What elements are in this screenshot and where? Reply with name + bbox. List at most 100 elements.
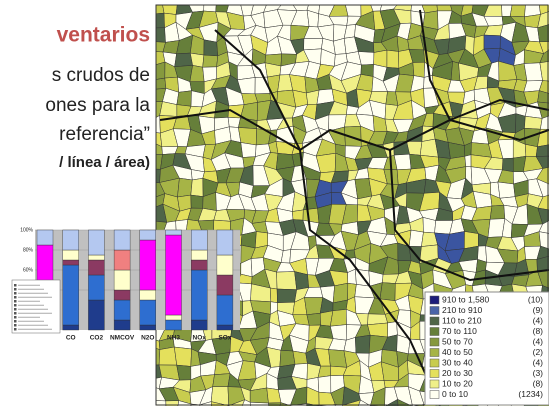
- map-region: [538, 80, 549, 94]
- map-region: [174, 52, 193, 67]
- map-region: [357, 51, 375, 66]
- bar-segment: [190, 249, 208, 261]
- map-region: [174, 346, 192, 367]
- bar-segment: [88, 229, 105, 256]
- map-region: [489, 204, 506, 220]
- bar-segment: [216, 324, 234, 331]
- legend-swatch: [429, 390, 440, 399]
- map-region: [408, 229, 424, 247]
- legend-range: 10 to 20: [442, 378, 473, 388]
- legend-count: (9): [533, 305, 544, 315]
- map-region: [156, 168, 161, 184]
- legend-count: (10): [528, 294, 543, 304]
- map-region: [502, 157, 514, 173]
- map-region: [539, 41, 549, 54]
- inset-legend-swatch: [14, 292, 17, 295]
- bar-segment: [62, 259, 79, 266]
- map-region: [538, 220, 549, 234]
- legend-range: 30 to 40: [442, 357, 473, 367]
- map-region: [176, 90, 192, 107]
- bar-segment: [139, 324, 157, 331]
- bar-segment: [88, 274, 105, 301]
- map-region: [189, 65, 205, 82]
- text-line: ones para la: [45, 95, 150, 116]
- bar-segment: [139, 289, 157, 301]
- map-region: [367, 322, 388, 338]
- bar-segment: [216, 229, 234, 256]
- inset-legend-swatch: [14, 320, 17, 323]
- legend-swatch: [429, 337, 440, 347]
- bar-segment: [165, 314, 182, 321]
- map-region: [156, 77, 167, 90]
- map-region: [156, 348, 161, 366]
- legend-range: 0 to 10: [442, 389, 468, 399]
- legend-box: [424, 291, 549, 406]
- map-region: [279, 350, 296, 367]
- boundary: [419, 9, 549, 122]
- map-region: [202, 54, 219, 68]
- map-region: [203, 39, 219, 57]
- map-region: [276, 271, 297, 290]
- legend-swatch: [429, 316, 440, 326]
- map-region: [483, 34, 501, 50]
- legend-count: (2): [533, 347, 544, 357]
- map-region: [269, 287, 278, 303]
- boundary: [214, 29, 301, 151]
- map-region: [156, 5, 165, 15]
- bar-segment: [36, 244, 54, 286]
- map-region: [539, 61, 549, 82]
- map-region: [333, 38, 347, 55]
- bar-segment: [113, 229, 131, 251]
- legend-range: 50 to 70: [442, 336, 473, 346]
- map-region: [536, 178, 549, 198]
- bar-segment: [113, 299, 131, 321]
- map-region: [156, 61, 166, 80]
- legend-range: 20 to 30: [442, 368, 473, 378]
- bar-segment: [165, 229, 182, 236]
- y-tick-label: 100%: [20, 227, 33, 233]
- bar-segment: [165, 319, 182, 331]
- map-region: [464, 231, 479, 249]
- map-region: [537, 24, 549, 43]
- bar-segment: [62, 324, 79, 331]
- title: ventarios: [57, 24, 150, 47]
- map-region: [249, 387, 269, 404]
- legend-swatch: [429, 358, 440, 368]
- map-region: [291, 209, 304, 221]
- map-legend: 910 to 1,580 (10) 210 to 910 (9) 110 to 210 (…: [424, 291, 549, 406]
- inset-legend-swatch: [14, 284, 17, 287]
- legend-swatch: [429, 327, 440, 336]
- map-region: [509, 5, 526, 18]
- legend-swatch: [429, 295, 440, 305]
- map-region: [539, 5, 549, 15]
- inset-legend-swatch: [14, 324, 17, 327]
- map-region: [190, 177, 204, 197]
- text-line: / línea / área): [59, 154, 150, 171]
- bar-segment: [88, 299, 105, 331]
- bar-segment: [190, 269, 208, 321]
- map-region: [524, 5, 541, 18]
- text-line: s crudos de: [52, 65, 150, 86]
- bar-segment: [190, 319, 208, 331]
- bar-segment: [113, 269, 131, 291]
- map-region: [537, 207, 549, 225]
- map-region: [303, 38, 324, 51]
- bar-segment: [113, 249, 131, 271]
- map-frame: [155, 4, 549, 406]
- inset-legend-swatch: [14, 316, 17, 319]
- x-tick-label: CO: [66, 335, 76, 342]
- map-region: [276, 288, 297, 303]
- map-region: [523, 62, 543, 82]
- map-region: [158, 346, 178, 366]
- y-tick-label: 80%: [23, 247, 34, 253]
- map-region: [190, 52, 205, 68]
- inset-legend-swatch: [14, 328, 17, 331]
- map-region: [537, 90, 549, 104]
- map-region: [524, 144, 538, 157]
- boundary: [389, 149, 549, 282]
- map-region: [240, 142, 257, 158]
- inset-legend-swatch: [14, 308, 17, 311]
- bar-segment: [139, 299, 157, 326]
- map-region: [203, 5, 217, 13]
